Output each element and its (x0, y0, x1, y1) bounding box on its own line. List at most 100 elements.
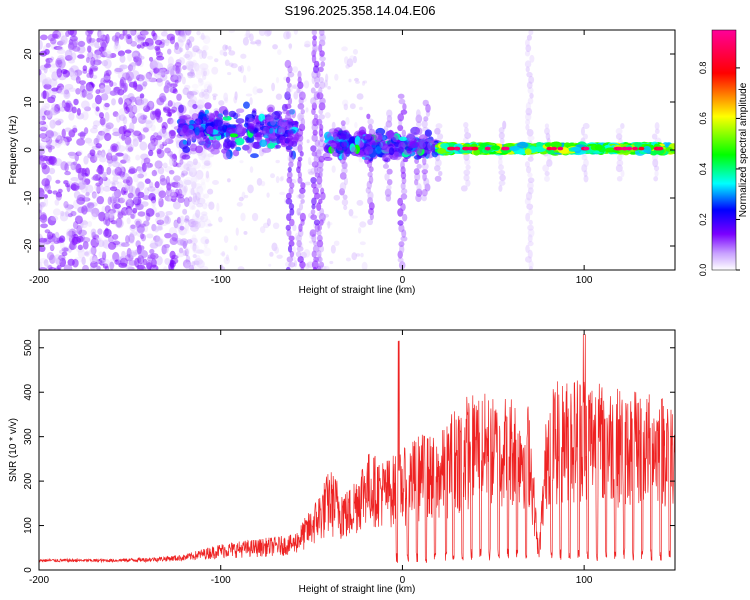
spectrogram-cell (297, 144, 303, 154)
spectrogram-cell (196, 64, 205, 72)
spectrogram-cell (526, 71, 533, 78)
spectrogram-cell (182, 87, 190, 96)
spectrogram-cell (298, 123, 306, 132)
spectrogram-x-label: Height of straight line (km) (299, 285, 416, 296)
spectrogram-cell (58, 254, 66, 261)
spectrogram-cell (406, 147, 412, 154)
spectrogram-cell (327, 220, 331, 229)
spectrogram-cell (459, 149, 471, 154)
spectrogram-cell (120, 257, 128, 267)
spectrogram-cell (70, 182, 80, 192)
spectrogram-cell (547, 153, 552, 162)
spectrogram-cell (223, 256, 231, 265)
spectrogram-cell (280, 175, 284, 181)
spectrogram-cell (55, 138, 60, 143)
spectrogram-cell (638, 146, 645, 151)
spectrogram-cell (320, 61, 326, 68)
spectrogram-cell (526, 203, 534, 210)
spectrogram-cell (526, 81, 533, 89)
spectrogram-cell (41, 162, 48, 170)
spectrogram-cell (72, 161, 78, 166)
spectrogram-cell (39, 115, 44, 125)
spectrogram-cell (341, 152, 348, 161)
spectrogram-cell (68, 87, 77, 92)
spectrogram-cell (188, 36, 195, 43)
spectrogram-cell (194, 218, 201, 223)
spectrogram-cell (101, 173, 107, 182)
spectrogram-cell (156, 148, 162, 155)
spectrogram-cell (311, 102, 317, 111)
spectrogram-cell (196, 118, 202, 126)
spectrogram-cell (307, 168, 313, 174)
spectrogram-cell (58, 86, 67, 95)
spectrogram-cell (546, 159, 553, 167)
spectrogram-cell (87, 45, 92, 53)
spectrogram-cell (103, 70, 110, 79)
spectrogram-cell (39, 40, 43, 50)
spectrogram-cell (238, 196, 244, 202)
spectrogram-cell (64, 162, 69, 172)
spectrogram-cell (73, 190, 81, 200)
spectrogram-cell (119, 78, 125, 89)
spectrogram-cell (484, 146, 491, 151)
spectrogram-cell (203, 160, 213, 169)
spectrogram-cell (161, 244, 167, 255)
spectrogram-cell (224, 97, 229, 103)
spectrogram-cell (67, 213, 73, 218)
spectrogram-cell (160, 31, 168, 37)
spectrogram-cell (223, 108, 229, 118)
spectrogram-cell (105, 122, 114, 130)
spectrogram-cell (192, 242, 197, 252)
spectrogram-cell (127, 52, 133, 62)
spectrogram-cell (190, 224, 199, 232)
spectrogram-cell (352, 55, 357, 64)
spectrogram-cell (421, 120, 428, 129)
spectrogram-cell (85, 191, 90, 197)
spectrogram-cell (101, 59, 109, 67)
spectrogram-cell (69, 35, 78, 42)
spectrogram-cell (312, 187, 319, 195)
spectrogram-cell (89, 154, 98, 163)
spectrogram-cell (199, 63, 209, 71)
spectrogram-cell (103, 228, 112, 238)
spectrogram-cell (525, 107, 533, 116)
spectrogram-cell (316, 239, 324, 248)
spectrogram-cell (527, 156, 534, 162)
spectrogram-cell (503, 146, 510, 151)
y-tick-label: -20 (23, 238, 34, 253)
spectrogram-cell (311, 161, 319, 168)
spectrogram-cell (184, 261, 193, 270)
spectrogram-cell (176, 239, 186, 246)
spectrogram-cell (620, 122, 625, 130)
spectrogram-cell (498, 127, 505, 134)
spectrogram-cell (142, 127, 149, 133)
spectrogram-cell (388, 147, 395, 156)
spectrogram-cell (527, 177, 535, 184)
spectrogram-cell (195, 191, 201, 201)
spectrogram-cell (304, 40, 311, 48)
spectrogram-cell (251, 141, 260, 149)
spectrogram-cell (39, 34, 48, 41)
spectrogram-cell (289, 182, 295, 189)
spectrogram-cell (98, 152, 106, 160)
spectrogram-cell (571, 146, 581, 152)
spectrogram-cell (312, 35, 317, 41)
spectrogram-cell (310, 176, 317, 184)
spectrogram-cell (204, 162, 211, 166)
spectrogram-cell (101, 251, 107, 260)
spectrogram-cell (207, 83, 213, 92)
spectrogram-cell (169, 250, 176, 260)
spectrogram-cell (318, 76, 324, 84)
spectrogram-cell (104, 212, 110, 221)
spectrogram-cell (105, 33, 110, 44)
spectrogram-cell (304, 181, 311, 186)
spectrogram-cell (616, 176, 623, 182)
spectrogram-cell (144, 119, 152, 125)
spectrogram-cell (464, 127, 469, 134)
spectrogram-cell (204, 228, 211, 234)
spectrogram-cell (193, 62, 200, 72)
spectrogram-cell (418, 134, 428, 143)
spectrogram-cell (104, 132, 112, 142)
spectrogram-cell (75, 88, 81, 95)
